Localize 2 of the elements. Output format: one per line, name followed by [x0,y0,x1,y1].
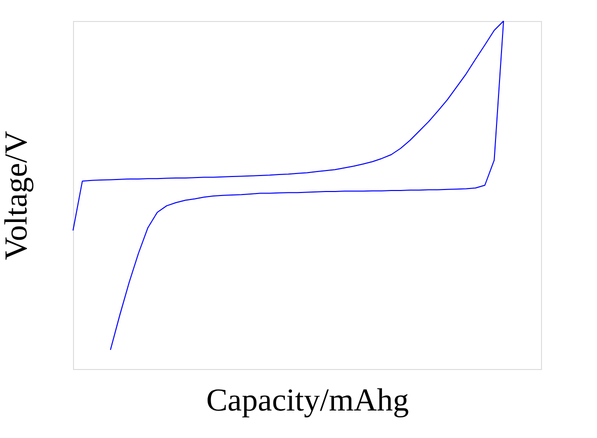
y-axis-title: Voltage/V [0,130,34,260]
x-axis-title: Capacity/mAhg [206,382,409,418]
